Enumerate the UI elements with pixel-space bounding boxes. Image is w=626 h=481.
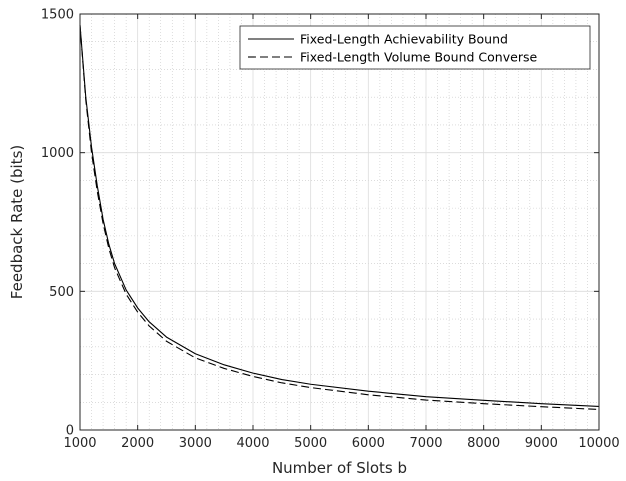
plot-frame [79,13,600,431]
series-line-converse [79,25,600,411]
minor-grid [80,14,599,430]
legend: Fixed-Length Achievability Bound Fixed-L… [239,25,591,70]
legend-label-converse: Fixed-Length Volume Bound Converse [300,50,537,65]
legend-box [239,25,591,70]
x-tick-label: 9000 [525,436,558,451]
x-tick-label: 2000 [121,436,154,451]
x-axis-label: Number of Slots b [272,459,407,477]
y-axis-label: Feedback Rate (bits) [8,145,26,299]
series-line-achievability [79,25,600,407]
series-layer [79,25,600,411]
x-tick-label: 1000 [63,436,96,451]
y-tick-label: 500 [49,285,74,300]
y-tick-label: 0 [66,424,74,439]
y-tick-label: 1000 [41,146,74,161]
legend-label-achievability: Fixed-Length Achievability Bound [300,32,508,47]
y-tick-label: 1500 [41,8,74,23]
x-tick-label: 7000 [409,436,442,451]
x-tick-labels: 1000 2000 3000 4000 5000 6000 7000 8000 9000 1000… [63,436,619,451]
plot-background [80,14,599,430]
y-tick-labels: 0 500 1000 1500 [41,8,74,439]
x-tick-label: 3000 [179,436,212,451]
x-tick-label: 4000 [236,436,269,451]
x-tick-label: 10000 [578,436,619,451]
x-tick-label: 8000 [467,436,500,451]
x-tick-label: 5000 [294,436,327,451]
x-tick-label: 6000 [352,436,385,451]
axis-ticks [79,13,600,431]
